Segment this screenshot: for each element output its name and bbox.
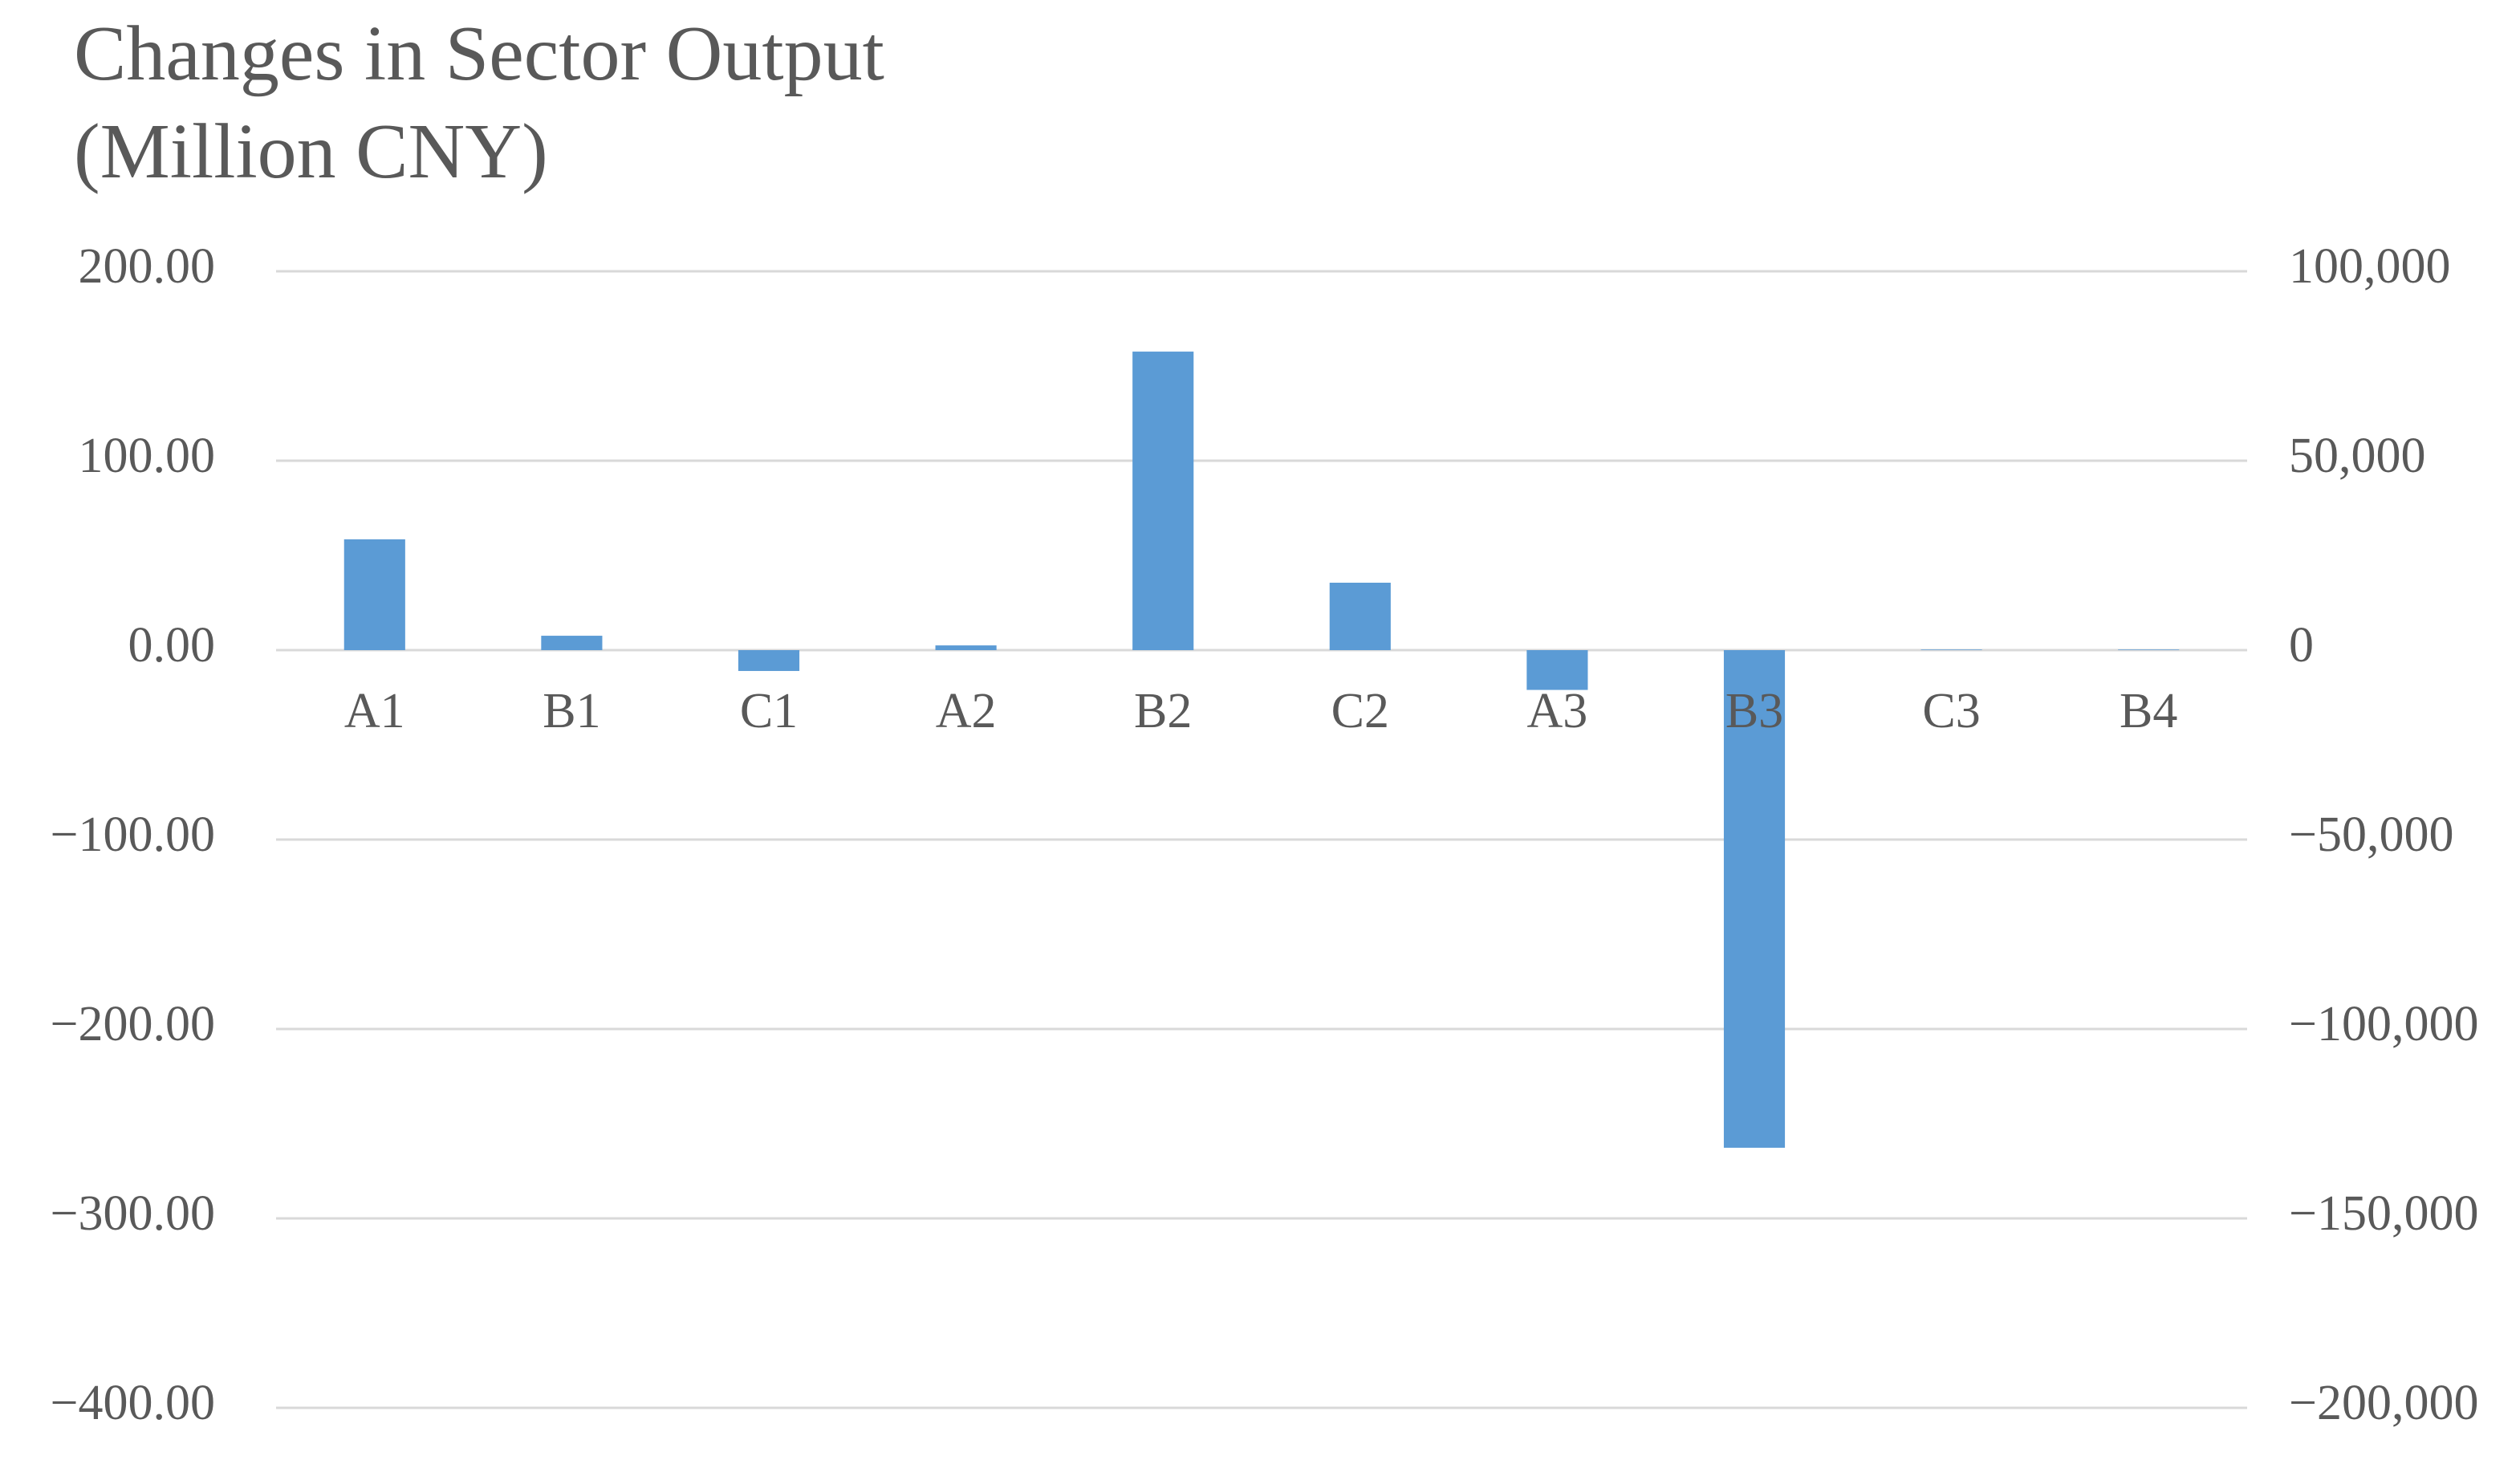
bar [1526,650,1588,690]
y-tick-label: 200.00 [79,239,216,294]
y2-tick-label: 50,000 [2289,429,2426,483]
y-tick-label: 0.00 [128,618,216,673]
y2-tick-label: −150,000 [2289,1186,2478,1241]
bar [738,650,800,671]
bar [1920,649,1982,650]
bar [1329,582,1391,650]
x-tick-label: B3 [1725,684,1783,738]
bar [2118,649,2180,650]
x-tick-label: B4 [2120,684,2177,738]
y-tick-label: −100.00 [51,807,215,862]
x-tick-label: C2 [1331,684,1389,738]
x-tick-label: A1 [344,684,405,738]
x-tick-label: A3 [1527,684,1588,738]
bar [541,636,603,650]
y-tick-label: −400.00 [51,1376,215,1430]
y2-tick-label: 0 [2289,618,2314,673]
y2-tick-label: −50,000 [2289,807,2453,862]
x-tick-label: B1 [543,684,600,738]
y-tick-label: 100.00 [79,429,216,483]
bar [1723,650,1786,1148]
bar [1132,352,1194,650]
y-tick-label: −200.00 [51,997,215,1051]
y2-tick-label: 100,000 [2289,239,2451,294]
y2-tick-label: −200,000 [2289,1376,2478,1430]
chart-title: Changes in Sector Output (Million CNY) [74,10,884,195]
x-tick-label: C1 [740,684,798,738]
y-tick-label: −300.00 [51,1186,215,1241]
y2-tick-label: −100,000 [2289,997,2478,1051]
x-tick-label: B2 [1134,684,1192,738]
bar [343,539,405,650]
x-tick-label: C3 [1922,684,1980,738]
x-tick-label: A2 [936,684,997,738]
bar [935,645,997,650]
